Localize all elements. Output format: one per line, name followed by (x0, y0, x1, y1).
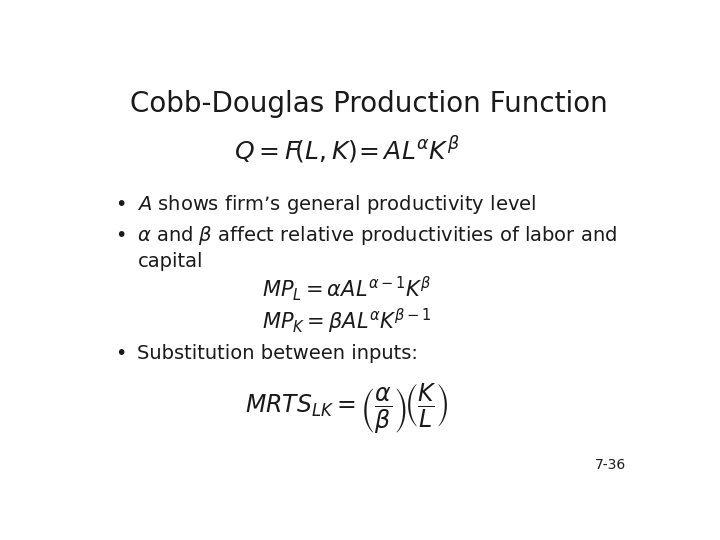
Text: $A$ shows firm’s general productivity level: $A$ shows firm’s general productivity le… (138, 193, 536, 215)
Text: •: • (115, 194, 127, 214)
Text: capital: capital (138, 252, 203, 271)
Text: 7-36: 7-36 (595, 458, 626, 472)
Text: Cobb-Douglas Production Function: Cobb-Douglas Production Function (130, 90, 608, 118)
Text: $MP_{L} = \alpha AL^{\alpha-1}K^{\beta}$: $MP_{L} = \alpha AL^{\alpha-1}K^{\beta}$ (262, 274, 431, 303)
Text: $\alpha$ and $\beta$ affect relative productivities of labor and: $\alpha$ and $\beta$ affect relative pro… (138, 224, 618, 247)
Text: •: • (115, 345, 127, 363)
Text: $Q = F\!\left(L,K\right)\!= AL^{\alpha}K^{\beta}$: $Q = F\!\left(L,K\right)\!= AL^{\alpha}K… (234, 134, 459, 166)
Text: •: • (115, 226, 127, 245)
Text: Substitution between inputs:: Substitution between inputs: (138, 345, 418, 363)
Text: $MRTS_{LK} = \left(\dfrac{\alpha}{\beta}\right)\!\left(\dfrac{K}{L}\right)$: $MRTS_{LK} = \left(\dfrac{\alpha}{\beta}… (245, 381, 449, 435)
Text: $MP_{K} = \beta AL^{\alpha}K^{\beta-1}$: $MP_{K} = \beta AL^{\alpha}K^{\beta-1}$ (262, 307, 431, 336)
